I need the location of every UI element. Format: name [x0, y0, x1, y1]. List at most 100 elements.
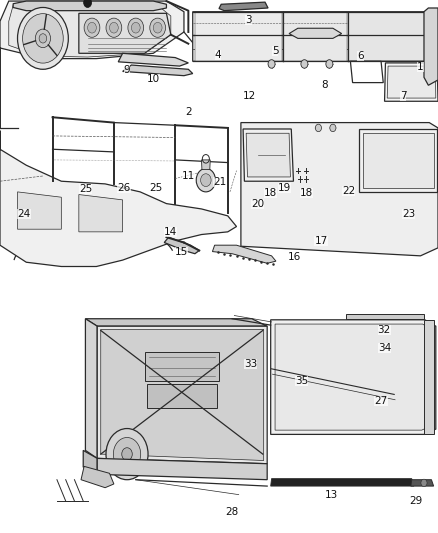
- Text: 29: 29: [410, 496, 423, 506]
- Circle shape: [150, 18, 166, 37]
- Polygon shape: [85, 319, 97, 458]
- Text: 17: 17: [314, 236, 328, 246]
- Polygon shape: [97, 326, 267, 464]
- Circle shape: [113, 438, 141, 471]
- Text: 24: 24: [18, 209, 31, 219]
- Polygon shape: [363, 133, 434, 188]
- Text: 18: 18: [300, 188, 313, 198]
- Polygon shape: [271, 479, 414, 486]
- Polygon shape: [145, 352, 219, 381]
- Text: 33: 33: [244, 359, 257, 368]
- Text: 13: 13: [325, 490, 338, 499]
- Text: 32: 32: [378, 326, 391, 335]
- Text: 22: 22: [342, 186, 355, 196]
- Circle shape: [39, 34, 47, 43]
- Text: 15: 15: [175, 247, 188, 256]
- Polygon shape: [83, 450, 97, 474]
- Text: 27: 27: [374, 396, 388, 406]
- Polygon shape: [85, 319, 267, 326]
- Text: 7: 7: [399, 91, 406, 101]
- Polygon shape: [123, 65, 193, 76]
- Polygon shape: [246, 133, 290, 177]
- Text: 9: 9: [124, 66, 131, 75]
- Text: 10: 10: [147, 74, 160, 84]
- Polygon shape: [18, 192, 61, 229]
- Circle shape: [88, 22, 96, 33]
- Text: 4: 4: [215, 50, 222, 60]
- Text: 28: 28: [226, 507, 239, 516]
- Circle shape: [421, 479, 427, 487]
- Text: 19: 19: [278, 183, 291, 192]
- Text: 18: 18: [264, 188, 277, 198]
- Polygon shape: [289, 28, 342, 38]
- Text: 3: 3: [245, 15, 252, 25]
- Text: 5: 5: [272, 46, 279, 55]
- Polygon shape: [195, 12, 282, 61]
- Polygon shape: [283, 12, 347, 61]
- Polygon shape: [79, 13, 171, 53]
- Text: 14: 14: [164, 227, 177, 237]
- Text: 6: 6: [357, 51, 364, 61]
- Circle shape: [131, 22, 140, 33]
- Polygon shape: [241, 123, 438, 256]
- Circle shape: [153, 22, 162, 33]
- Circle shape: [106, 18, 122, 37]
- Polygon shape: [348, 12, 438, 61]
- Polygon shape: [193, 12, 438, 61]
- Polygon shape: [424, 8, 438, 85]
- Circle shape: [110, 22, 118, 33]
- Circle shape: [122, 448, 132, 461]
- Circle shape: [106, 429, 148, 480]
- Polygon shape: [164, 237, 199, 254]
- Polygon shape: [359, 129, 437, 192]
- Text: 26: 26: [117, 183, 131, 192]
- Polygon shape: [271, 320, 436, 434]
- Text: 34: 34: [378, 343, 391, 352]
- Circle shape: [18, 7, 68, 69]
- Polygon shape: [275, 324, 433, 430]
- Circle shape: [84, 0, 92, 7]
- Text: 35: 35: [295, 376, 308, 386]
- Polygon shape: [219, 2, 268, 11]
- Circle shape: [35, 29, 50, 47]
- Circle shape: [268, 60, 275, 68]
- Text: 20: 20: [251, 199, 264, 208]
- Text: 21: 21: [213, 177, 226, 187]
- Polygon shape: [385, 63, 438, 101]
- Polygon shape: [13, 1, 166, 11]
- Circle shape: [23, 14, 63, 63]
- Circle shape: [84, 18, 100, 37]
- Polygon shape: [416, 67, 434, 85]
- Polygon shape: [387, 66, 436, 98]
- Text: 25: 25: [149, 183, 162, 192]
- Text: 1: 1: [417, 62, 424, 71]
- Text: 8: 8: [321, 80, 328, 90]
- Polygon shape: [243, 129, 293, 181]
- Polygon shape: [79, 195, 123, 232]
- Polygon shape: [0, 131, 237, 266]
- Text: 25: 25: [79, 184, 92, 194]
- Circle shape: [196, 168, 215, 192]
- Polygon shape: [118, 53, 188, 66]
- Polygon shape: [101, 329, 264, 461]
- Text: 16: 16: [288, 253, 301, 262]
- Circle shape: [128, 18, 144, 37]
- Polygon shape: [212, 245, 276, 263]
- Circle shape: [326, 60, 333, 68]
- Text: 2: 2: [185, 107, 192, 117]
- Circle shape: [330, 124, 336, 132]
- Polygon shape: [0, 1, 184, 59]
- Text: 23: 23: [402, 209, 415, 219]
- Polygon shape: [411, 480, 434, 486]
- Polygon shape: [9, 5, 171, 57]
- Polygon shape: [201, 160, 210, 169]
- Text: 11: 11: [182, 171, 195, 181]
- Text: 12: 12: [243, 91, 256, 101]
- Polygon shape: [97, 458, 267, 480]
- Circle shape: [315, 124, 321, 132]
- Polygon shape: [346, 314, 424, 319]
- Polygon shape: [147, 384, 217, 408]
- Circle shape: [201, 174, 211, 187]
- Polygon shape: [81, 466, 114, 488]
- Circle shape: [301, 60, 308, 68]
